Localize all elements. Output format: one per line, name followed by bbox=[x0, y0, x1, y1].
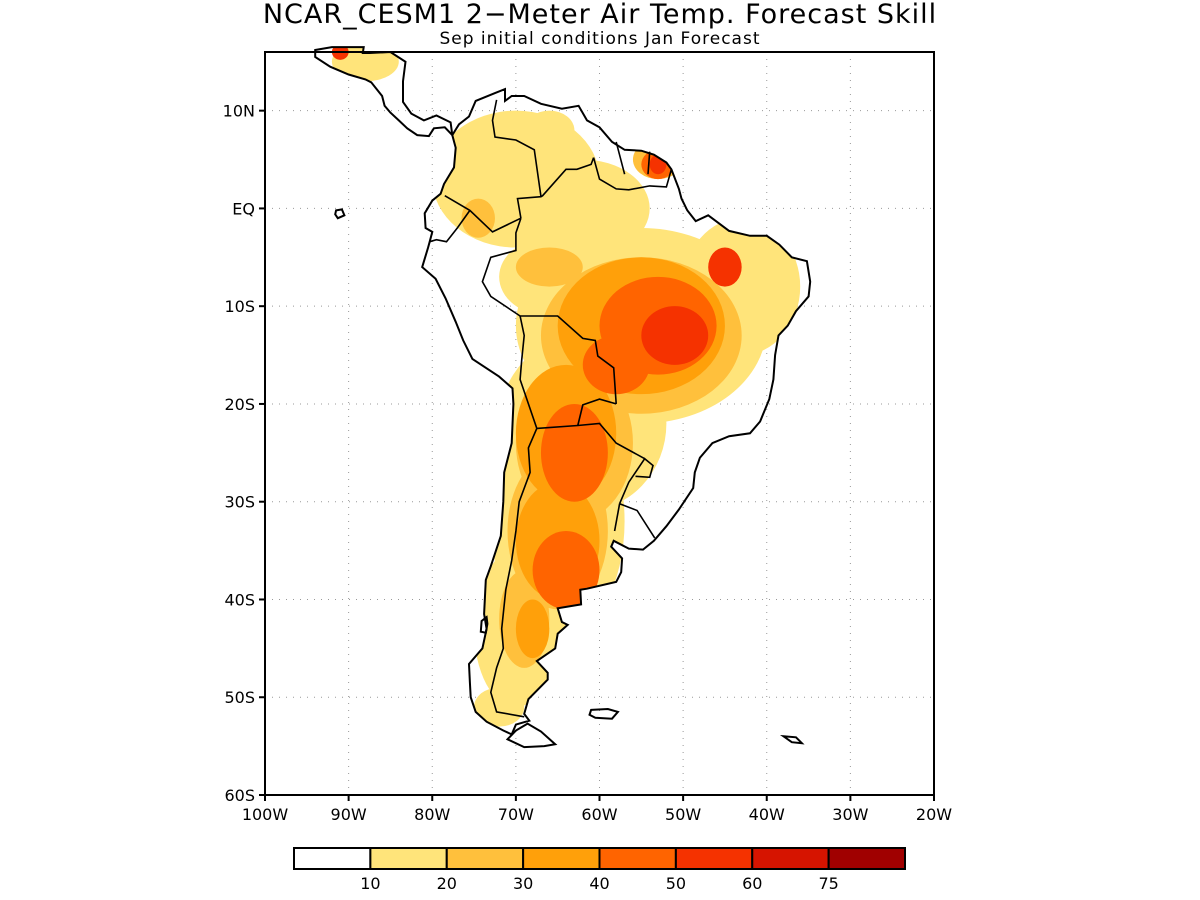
skill-region bbox=[582, 335, 650, 395]
lat-tick-label: 60S bbox=[224, 786, 255, 805]
country-border bbox=[577, 398, 617, 426]
colorbar-swatch bbox=[827, 847, 906, 870]
country-border bbox=[613, 503, 621, 532]
colorbar-label: 10 bbox=[360, 874, 380, 893]
country-border bbox=[429, 209, 471, 243]
country-border bbox=[618, 457, 654, 505]
country-border bbox=[536, 422, 646, 460]
colorbar-label: 30 bbox=[513, 874, 533, 893]
lon-tick-label: 60W bbox=[581, 805, 617, 824]
galapagos-outline bbox=[334, 208, 346, 220]
colorbar-swatch bbox=[598, 847, 677, 870]
skill-region bbox=[540, 403, 608, 502]
colorbar-swatch bbox=[522, 847, 601, 870]
country-border bbox=[647, 151, 651, 175]
country-border bbox=[481, 217, 522, 317]
lat-tick-label: 20S bbox=[224, 395, 255, 414]
lon-tick-label: 100W bbox=[242, 805, 289, 824]
latitude-labels: 10N EQ 10S 20S 30S 40S 50S 60S bbox=[223, 102, 265, 805]
colorbar-label: 40 bbox=[589, 874, 609, 893]
coastlines bbox=[314, 46, 812, 749]
south-america-outline bbox=[421, 87, 812, 736]
country-border bbox=[520, 315, 617, 404]
colorbar-swatch bbox=[751, 847, 830, 870]
falkland-islands-outline bbox=[588, 707, 620, 720]
central-america-outline bbox=[314, 46, 454, 138]
country-border bbox=[491, 99, 542, 197]
lon-tick-label: 70W bbox=[498, 805, 534, 824]
chiloe-island-outline bbox=[479, 615, 489, 634]
skill-region bbox=[641, 306, 709, 365]
skill-region bbox=[532, 531, 600, 610]
skill-region bbox=[524, 110, 575, 150]
colorbar-label: 20 bbox=[437, 874, 457, 893]
colorbar-label: 75 bbox=[818, 874, 838, 893]
skill-region bbox=[515, 599, 550, 659]
lat-tick-label: 30S bbox=[224, 493, 255, 512]
lon-tick-label: 50W bbox=[665, 805, 701, 824]
colorbar-swatch bbox=[674, 847, 754, 870]
map-subtitle: Sep initial conditions Jan Forecast bbox=[439, 29, 761, 49]
country-border bbox=[444, 195, 522, 233]
skill-region bbox=[515, 247, 583, 287]
lon-tick-label: 30W bbox=[832, 805, 868, 824]
lat-tick-label: 40S bbox=[224, 590, 255, 609]
country-border bbox=[619, 502, 656, 539]
lon-tick-label: 90W bbox=[331, 805, 367, 824]
country-border bbox=[489, 428, 538, 718]
lat-tick-label: 10S bbox=[224, 297, 255, 316]
country-border bbox=[615, 141, 626, 175]
lon-tick-label: 80W bbox=[414, 805, 450, 824]
longitude-labels: 100W 90W 80W 70W 60W 50W 40W 30W 20W bbox=[242, 795, 952, 824]
colorbar: 10 20 30 40 50 60 75 bbox=[293, 847, 906, 893]
colorbar-swatch bbox=[293, 847, 372, 870]
skill-region bbox=[708, 247, 742, 287]
colorbar-swatch bbox=[445, 847, 525, 870]
country-border bbox=[516, 157, 595, 219]
south-georgia-outline bbox=[779, 735, 805, 745]
lon-tick-label: 20W bbox=[916, 805, 952, 824]
map-title: NCAR_CESM1 2−Meter Air Temp. Forecast Sk… bbox=[262, 0, 938, 30]
lat-tick-label: EQ bbox=[232, 199, 255, 218]
lat-tick-label: 50S bbox=[224, 688, 255, 707]
skill-region bbox=[474, 687, 525, 727]
colorbar-swatch bbox=[369, 847, 448, 870]
lat-tick-label: 10N bbox=[223, 102, 255, 121]
lon-tick-label: 40W bbox=[749, 805, 785, 824]
country-border bbox=[519, 315, 538, 429]
colorbar-label: 50 bbox=[666, 874, 686, 893]
tierra-del-fuego-outline bbox=[505, 722, 558, 749]
country-border bbox=[592, 157, 673, 191]
colorbar-label: 60 bbox=[742, 874, 762, 893]
